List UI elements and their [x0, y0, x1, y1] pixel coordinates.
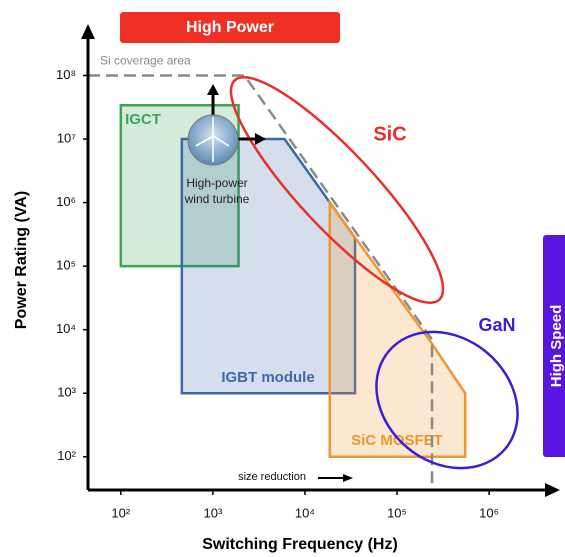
high-power-banner — [120, 12, 340, 43]
size-reduction-label: size reduction — [238, 471, 306, 483]
x-tick-label: 10² — [111, 505, 130, 520]
y-tick-label: 10⁴ — [56, 321, 76, 336]
sic-ellipse — [229, 76, 445, 304]
regions: IGCT IGBT module SiC MOSFET Si coverage are… — [88, 54, 467, 490]
x-axis-arrow — [545, 483, 560, 497]
x-tick-label: 10³ — [203, 505, 222, 520]
x-tick-label: 10⁶ — [479, 505, 499, 520]
high-speed-label: High Speed — [548, 305, 565, 388]
x-tick-label: 10⁵ — [387, 505, 407, 520]
y-tick-label: 10³ — [57, 385, 76, 400]
gan-label: GaN — [478, 315, 515, 335]
y-tick-label: 10⁵ — [56, 258, 76, 273]
high-power-label: High Power — [186, 19, 274, 36]
x-tick-label: 10⁴ — [295, 505, 315, 520]
y-axis-label: Power Rating (VA) — [13, 191, 30, 329]
region — [328, 198, 467, 459]
size-reduction-arrow-head — [343, 474, 353, 482]
high-speed-banner — [543, 235, 565, 457]
region-label: IGBT module — [221, 369, 314, 386]
turbine-label: High-power — [186, 176, 247, 190]
region-label: IGCT — [125, 111, 161, 128]
x-axis-label: Switching Frequency (Hz) — [202, 536, 398, 553]
y-axis-arrow — [81, 24, 95, 39]
y-tick-label: 10⁷ — [57, 130, 76, 145]
gan-ellipse — [375, 330, 519, 470]
y-tick-label: 10⁸ — [56, 67, 76, 82]
region-label: SiC MOSFET — [351, 432, 443, 449]
y-tick-label: 10² — [57, 448, 76, 463]
region — [180, 137, 357, 395]
ticks: 10² 10³ 10⁴ 10⁵ 10⁶ 10² 10³ 10⁴ 10⁵ 10⁶ 10⁷ 10⁸ — [56, 67, 499, 521]
y-tick-label: 10⁶ — [56, 194, 76, 209]
turbine-arrow-up-head — [207, 84, 219, 95]
turbine-blades — [195, 117, 230, 162]
sic-label: SiC — [373, 123, 406, 145]
turbine-label: wind turbine — [184, 192, 250, 206]
si-boundary — [88, 74, 434, 490]
turbine-arrow-right-head — [255, 133, 266, 145]
si-boundary-label: Si coverage area — [100, 54, 191, 68]
